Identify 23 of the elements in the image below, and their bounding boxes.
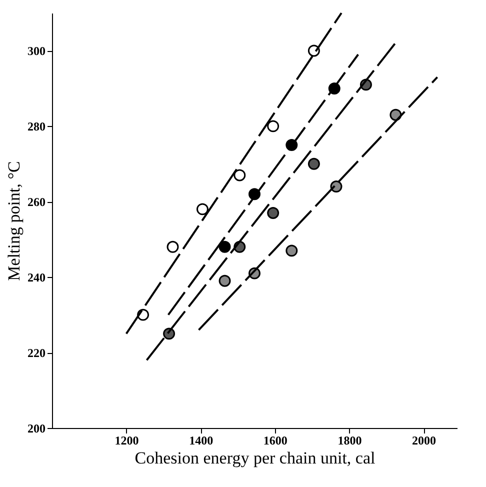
x-tick-label: 2000	[412, 434, 436, 448]
y-axis-title: Melting point, °C	[4, 161, 24, 281]
point	[196, 203, 208, 216]
y-tick-label: 300	[28, 44, 46, 58]
y-tick-label: 280	[28, 120, 46, 134]
x-axis-title: Cohesion energy per chain unit, cal	[134, 448, 376, 468]
point	[286, 244, 298, 257]
y-tick-label: 260	[28, 195, 46, 210]
point	[234, 169, 246, 182]
x-tick-label: 1400	[189, 434, 214, 448]
y-tick-label: 220	[28, 346, 46, 360]
y-tick-label: 240	[28, 270, 46, 285]
x-tick-label: 1600	[263, 434, 288, 448]
point	[267, 206, 280, 219]
point	[308, 44, 320, 57]
x-tick-label: 1200	[114, 434, 139, 448]
point	[267, 120, 280, 132]
y-tick-label: 200	[28, 422, 46, 436]
point	[166, 240, 179, 253]
point	[218, 274, 231, 287]
point	[218, 240, 231, 253]
point	[308, 158, 320, 170]
x-tick-label: 1800	[338, 434, 362, 448]
